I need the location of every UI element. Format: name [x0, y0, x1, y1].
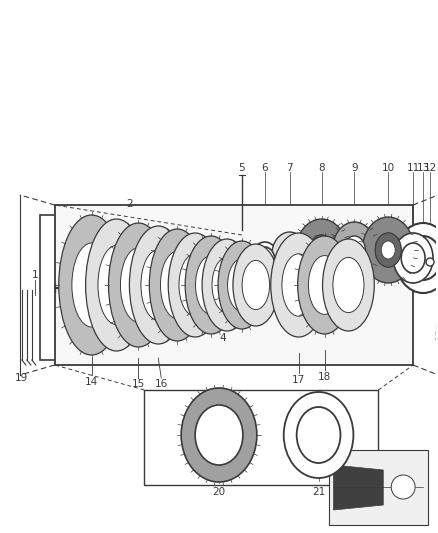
Text: 5: 5	[239, 163, 245, 173]
Ellipse shape	[195, 256, 226, 314]
Ellipse shape	[282, 254, 315, 316]
Ellipse shape	[333, 257, 364, 312]
Ellipse shape	[255, 247, 275, 273]
Ellipse shape	[218, 241, 266, 329]
Ellipse shape	[149, 229, 205, 341]
Ellipse shape	[195, 405, 243, 465]
Ellipse shape	[251, 242, 279, 278]
Ellipse shape	[298, 236, 351, 334]
Ellipse shape	[375, 233, 401, 267]
Ellipse shape	[120, 248, 156, 322]
Polygon shape	[333, 465, 383, 510]
Ellipse shape	[381, 241, 395, 259]
Ellipse shape	[332, 222, 376, 278]
Ellipse shape	[98, 245, 135, 325]
FancyBboxPatch shape	[328, 450, 428, 525]
Ellipse shape	[309, 235, 335, 269]
Polygon shape	[145, 390, 378, 485]
Ellipse shape	[362, 217, 414, 283]
Ellipse shape	[141, 249, 176, 320]
Ellipse shape	[308, 256, 341, 314]
Ellipse shape	[164, 273, 185, 297]
Ellipse shape	[132, 237, 216, 333]
Ellipse shape	[272, 232, 307, 278]
Text: 13: 13	[417, 163, 430, 173]
Ellipse shape	[135, 237, 164, 333]
Ellipse shape	[72, 243, 111, 327]
Ellipse shape	[296, 219, 347, 285]
Ellipse shape	[59, 215, 124, 355]
Ellipse shape	[314, 243, 328, 261]
Circle shape	[211, 327, 217, 333]
Text: 18: 18	[318, 372, 331, 382]
Text: 16: 16	[155, 379, 168, 389]
Ellipse shape	[85, 219, 147, 351]
Ellipse shape	[212, 257, 242, 312]
Ellipse shape	[181, 388, 257, 482]
Ellipse shape	[185, 236, 237, 334]
Text: 15: 15	[132, 379, 145, 389]
Text: 6: 6	[261, 163, 268, 173]
Circle shape	[426, 258, 434, 266]
Polygon shape	[55, 205, 413, 365]
Text: 3: 3	[206, 307, 212, 317]
Ellipse shape	[280, 242, 300, 268]
Ellipse shape	[168, 233, 222, 337]
Ellipse shape	[297, 407, 340, 463]
Circle shape	[197, 311, 205, 319]
Ellipse shape	[228, 259, 256, 311]
Ellipse shape	[309, 235, 335, 269]
Ellipse shape	[179, 254, 211, 316]
Text: 11: 11	[406, 163, 420, 173]
Polygon shape	[135, 237, 174, 333]
Ellipse shape	[202, 239, 252, 331]
Ellipse shape	[109, 223, 168, 347]
Text: 4: 4	[220, 333, 226, 343]
Text: 8: 8	[318, 163, 325, 173]
Text: 20: 20	[212, 487, 226, 497]
Text: 14: 14	[85, 377, 98, 387]
Ellipse shape	[284, 392, 353, 478]
Text: 2: 2	[126, 199, 133, 209]
Ellipse shape	[375, 233, 401, 267]
Ellipse shape	[395, 223, 438, 293]
Ellipse shape	[405, 236, 438, 280]
Ellipse shape	[401, 243, 425, 273]
Ellipse shape	[343, 236, 365, 264]
Ellipse shape	[242, 261, 269, 310]
Ellipse shape	[322, 239, 374, 331]
Text: 17: 17	[292, 375, 305, 385]
Text: 1: 1	[32, 270, 38, 280]
Text: 9: 9	[351, 163, 358, 173]
Ellipse shape	[160, 252, 194, 319]
Text: 7: 7	[286, 163, 293, 173]
Ellipse shape	[233, 244, 279, 326]
Ellipse shape	[393, 233, 433, 283]
Text: 10: 10	[381, 163, 395, 173]
Text: 19: 19	[15, 373, 28, 383]
Ellipse shape	[151, 259, 197, 311]
Text: 21: 21	[312, 487, 325, 497]
Text: 12: 12	[424, 163, 437, 173]
Ellipse shape	[271, 233, 326, 337]
Ellipse shape	[129, 226, 187, 344]
Circle shape	[391, 475, 415, 499]
FancyBboxPatch shape	[40, 215, 224, 360]
